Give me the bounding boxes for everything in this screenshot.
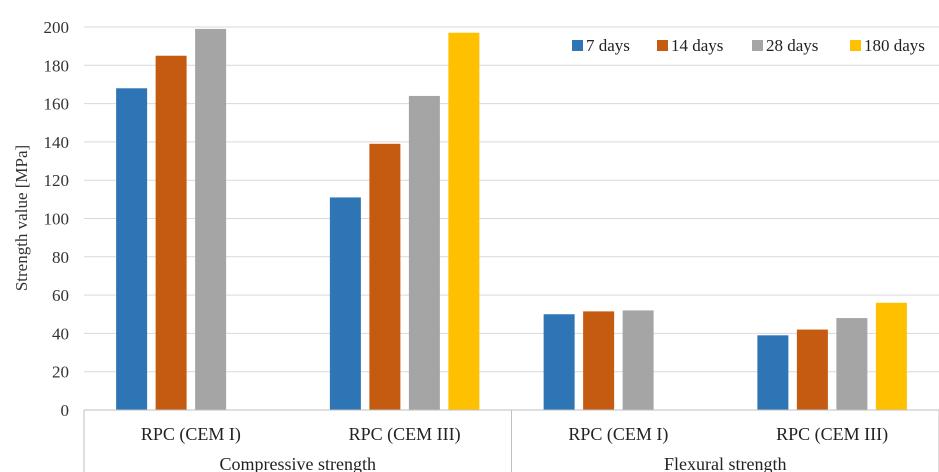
x-category-label: RPC (CEM III) xyxy=(776,424,888,445)
bar xyxy=(155,55,187,410)
y-tick-label: 20 xyxy=(52,363,69,382)
bar xyxy=(116,88,148,410)
y-tick-label: 60 xyxy=(52,286,69,305)
bar xyxy=(757,335,789,410)
x-category-label: RPC (CEM III) xyxy=(349,424,461,445)
x-category-label: RPC (CEM I) xyxy=(141,424,241,445)
y-axis-title: Strength value [MPa] xyxy=(12,145,31,291)
bar xyxy=(796,329,828,410)
y-axis-ticks: 0 20 40 60 80 100 120 140 160 180 200 xyxy=(44,18,70,420)
x-axis: RPC (CEM I) RPC (CEM III) RPC (CEM I) RPC (… xyxy=(83,409,939,472)
legend-label: 180 days xyxy=(864,36,925,55)
y-tick-label: 160 xyxy=(44,95,70,114)
bar xyxy=(329,197,361,410)
bars xyxy=(116,28,907,411)
y-tick-label: 0 xyxy=(61,401,70,420)
legend-label: 14 days xyxy=(671,36,723,55)
legend-swatch xyxy=(752,40,763,51)
bar xyxy=(583,311,615,410)
x-group-label: Flexural strength xyxy=(664,454,786,472)
bar xyxy=(836,318,868,410)
legend-swatch xyxy=(657,40,668,51)
bar xyxy=(875,302,907,410)
y-tick-label: 80 xyxy=(52,248,69,267)
bar xyxy=(543,314,575,410)
y-tick-label: 200 xyxy=(44,18,70,37)
x-group-label: Compressive strength xyxy=(220,454,376,472)
legend-swatch xyxy=(850,40,861,51)
y-tick-label: 40 xyxy=(52,324,69,343)
y-tick-label: 100 xyxy=(44,210,70,229)
legend-label: 7 days xyxy=(586,36,630,55)
bar xyxy=(448,32,480,411)
legend-label: 28 days xyxy=(766,36,818,55)
legend: 7 days 14 days 28 days 180 days xyxy=(572,36,925,55)
y-tick-label: 140 xyxy=(44,133,70,152)
bar xyxy=(195,28,227,410)
bar xyxy=(622,310,654,410)
gridlines xyxy=(84,26,939,411)
legend-swatch xyxy=(572,40,583,51)
bar xyxy=(369,143,401,410)
bar xyxy=(408,95,440,410)
y-tick-label: 120 xyxy=(44,171,70,190)
x-category-label: RPC (CEM I) xyxy=(568,424,668,445)
y-tick-label: 180 xyxy=(44,56,70,75)
